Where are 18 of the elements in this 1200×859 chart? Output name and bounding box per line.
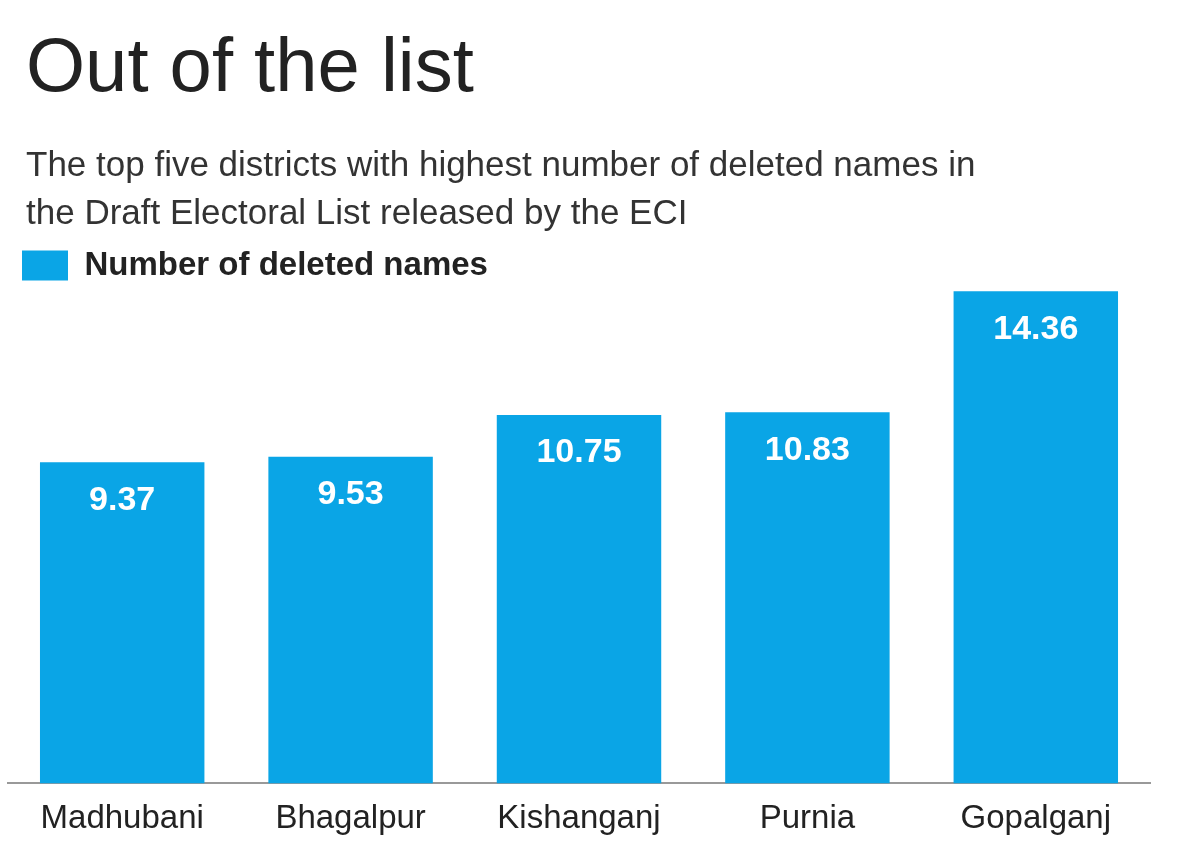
chart-subtitle: The top five districts with highest number of deleted names in the Draft Electoral List released by the ECI [26,143,977,233]
bar [496,414,662,784]
bar [725,412,890,784]
x-tick-label: Kishanganj [497,798,661,836]
data-label: 14.36 [993,307,1079,346]
chart-title: Out of the list [26,21,474,109]
legend-label: Number of deleted names [84,244,488,282]
x-tick-label: Purnia [759,798,856,836]
x-tick-label: Gopalganj [960,798,1112,836]
bar [39,462,205,784]
bar [268,456,433,784]
data-label: 10.75 [536,431,622,470]
x-tick-label: Madhubani [40,798,204,836]
data-label: 9.37 [89,478,156,517]
data-label: 9.53 [317,473,384,512]
data-label: 10.83 [764,428,850,467]
x-tick-label: Bhagalpur [275,798,426,836]
bar [953,291,1119,784]
